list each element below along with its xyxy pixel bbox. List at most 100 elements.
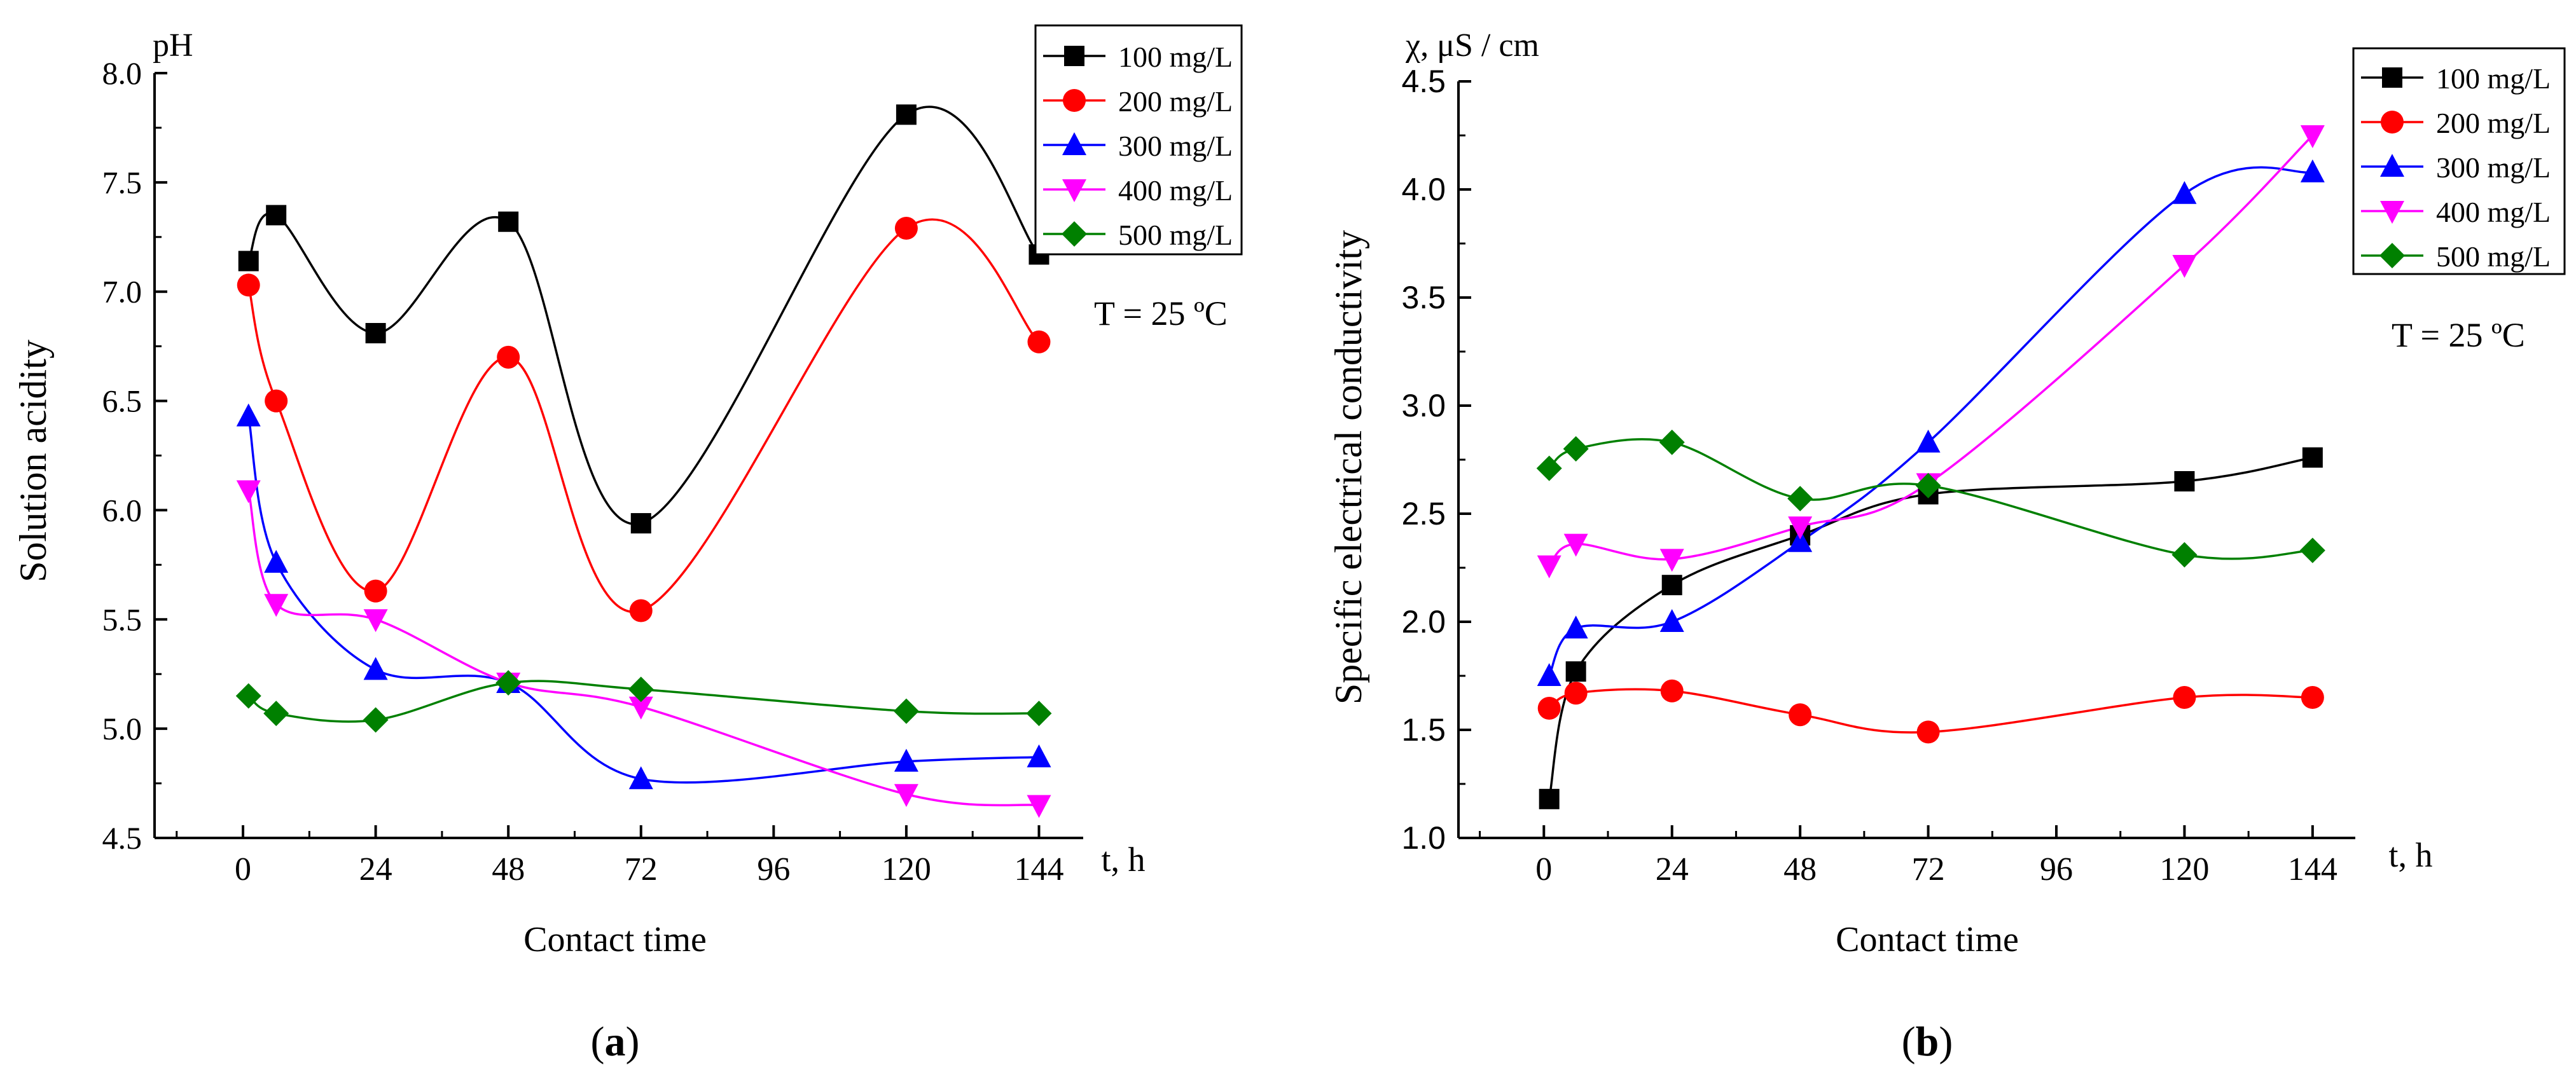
panel-b-point-100-mg-l-120h (2174, 471, 2195, 491)
panel-b-axes (1457, 81, 2355, 839)
panel-a-point-300-mg-l-144h (1027, 744, 1051, 767)
panel-b-x-tick-label: 144 (2288, 851, 2337, 888)
panel-a-point-500-mg-l-120h (893, 698, 919, 724)
panel-b-x-unit: t, h (2388, 836, 2432, 874)
panel-a-legend-label-400-mg-l: 400 mg/L (1118, 174, 1233, 207)
panel-b-point-500-mg-l-48h (1787, 486, 1813, 512)
panel-b-point-300-mg-l-1h (1537, 663, 1562, 686)
panel-b-x-tick-label: 0 (1535, 851, 1552, 888)
panel-a-point-500-mg-l-24h (363, 707, 389, 733)
panel-b-point-500-mg-l-144h (2299, 537, 2325, 563)
panel-a-y-label-top: pH (153, 27, 193, 64)
panel-b-point-400-mg-l-144h (2300, 125, 2325, 148)
panel-a-caption-letter: a (605, 1019, 626, 1065)
panel-b-point-200-mg-l-72h (1916, 720, 1940, 744)
panel-a-x-label: Contact time (523, 920, 707, 959)
panel-a-legend-label-300-mg-l: 300 mg/L (1118, 130, 1233, 162)
panel-a-point-500-mg-l-72h (628, 676, 654, 703)
panel-a-grid-ticks: 4.5 5.0 5.5 6.0 6.5 7.0 7.5 8.0 0 24 48 72 96 120 144 (102, 55, 1064, 888)
panel-b-x-tick-label: 96 (2040, 851, 2073, 888)
panel-b-y-tick-label: 4.5 (1401, 64, 1446, 99)
panel-a-legend-marker-300-mg-l (1062, 132, 1086, 155)
panel-b-legend-marker-400-mg-l (2380, 201, 2404, 224)
panel-b-x-tick-label: 48 (1783, 851, 1817, 888)
panel-a-x-tick-label: 144 (1014, 851, 1063, 888)
panel-a-legend: 100 mg/L 200 mg/L 300 mg/L 400 mg/L 500 mg/L (1034, 24, 1243, 256)
panel-a-point-200-mg-l-72h (629, 599, 653, 622)
panel-b-caption-open: ( (1902, 1019, 1916, 1065)
panel-b-y-tick-label: 3.5 (1401, 280, 1446, 315)
panel-b-legend-label-400-mg-l: 400 mg/L (2436, 196, 2551, 228)
panel-b-caption-letter: b (1916, 1019, 1939, 1065)
panel-a-y-tick-label: 5.5 (102, 601, 142, 637)
panel-b-point-100-mg-l-1h (1539, 788, 1560, 809)
panel-a-markers (235, 104, 1052, 818)
panel-b-point-200-mg-l-24h (1660, 679, 1684, 703)
panel-b-legend-marker-200-mg-l (2381, 111, 2404, 134)
panel-a-point-200-mg-l-24h (364, 579, 387, 603)
panel-b-point-500-mg-l-6h (1563, 436, 1589, 462)
panel-a: pH Solution acidity 4.5 5.0 5.5 6.0 6.5 7.0 7.… (12, 24, 1243, 1065)
panel-a-point-500-mg-l-1h (235, 683, 261, 709)
panel-a-legend-marker-500-mg-l (1062, 221, 1087, 247)
panel-a-y-label: Solution acidity (12, 340, 54, 582)
panel-a-x-unit: t, h (1101, 840, 1145, 879)
panel-b-y-tick-label: 3.0 (1401, 388, 1446, 423)
panel-a-point-200-mg-l-144h (1027, 330, 1051, 353)
panel-a-point-500-mg-l-48h (495, 669, 522, 696)
panel-a-point-200-mg-l-6h (265, 389, 288, 413)
panel-a-point-500-mg-l-6h (263, 701, 289, 727)
panel-b-y-tick-label: 4.0 (1401, 172, 1446, 207)
panel-b-point-400-mg-l-24h (1659, 549, 1684, 572)
panel-a-x-tick-label: 48 (492, 851, 525, 888)
panel-a-point-400-mg-l-6h (264, 594, 289, 617)
panel-b-markers (1536, 125, 2325, 809)
panel-b-point-400-mg-l-1h (1537, 555, 1562, 579)
panel-a-y-tick-label: 6.5 (102, 383, 142, 419)
panel-b-y-label-top: χ, μS / cm (1405, 27, 1539, 64)
panel-b-point-100-mg-l-6h (1565, 661, 1586, 682)
panel-b-annotation: T = 25 ºC (2392, 316, 2525, 354)
panel-b-x-tick-label: 72 (1912, 851, 1945, 888)
panel-a-point-400-mg-l-72h (628, 696, 653, 720)
panel-a-point-400-mg-l-144h (1027, 795, 1051, 818)
panel-a-legend-marker-200-mg-l (1063, 89, 1086, 112)
panel-a-point-300-mg-l-6h (264, 549, 289, 573)
panel-b-legend-label-500-mg-l: 500 mg/L (2436, 240, 2551, 273)
panel-b-y-tick-label: 1.5 (1401, 712, 1446, 748)
panel-b-legend-label-300-mg-l: 300 mg/L (2436, 151, 2551, 184)
panel-a-legend-marker-400-mg-l (1062, 179, 1086, 202)
panel-a-x-tick-label: 120 (882, 851, 931, 888)
panel-b-point-500-mg-l-72h (1915, 472, 1941, 498)
panel-b-legend-marker-100-mg-l (2382, 67, 2402, 88)
panel-b-legend-label-100-mg-l: 100 mg/L (2436, 62, 2551, 95)
panel-a-x-tick-label: 24 (359, 851, 392, 888)
panel-a-point-100-mg-l-72h (630, 513, 651, 534)
panel-b-point-400-mg-l-120h (2172, 255, 2197, 278)
panel-b-legend-marker-300-mg-l (2380, 154, 2404, 177)
panel-b-point-400-mg-l-6h (1563, 533, 1588, 557)
panel-a-point-400-mg-l-24h (363, 609, 388, 633)
panel-b-point-300-mg-l-120h (2172, 181, 2197, 204)
panel-a-point-300-mg-l-24h (363, 657, 388, 680)
panel-a-point-300-mg-l-120h (894, 748, 918, 772)
panel-a-point-100-mg-l-120h (896, 104, 917, 125)
panel-a-annotation: T = 25 ºC (1094, 294, 1228, 333)
panel-b-point-300-mg-l-48h (1788, 529, 1813, 552)
panel-a-point-400-mg-l-1h (236, 480, 261, 504)
panel-b-point-500-mg-l-24h (1659, 429, 1685, 455)
panel-a-point-100-mg-l-24h (365, 323, 386, 344)
panel-a-point-100-mg-l-1h (238, 250, 259, 271)
panel-a-point-200-mg-l-1h (237, 273, 260, 297)
panel-b-point-300-mg-l-72h (1916, 429, 1941, 453)
panel-a-point-100-mg-l-48h (498, 211, 519, 232)
panel-b-point-400-mg-l-48h (1788, 516, 1813, 540)
panel-b-point-200-mg-l-48h (1789, 703, 1812, 727)
panel-b-point-200-mg-l-144h (2301, 686, 2324, 709)
panel-b-point-200-mg-l-1h (1537, 697, 1561, 720)
panel-b-point-300-mg-l-24h (1659, 609, 1684, 632)
panel-b-legend-label-200-mg-l: 200 mg/L (2436, 107, 2551, 139)
panel-b-point-300-mg-l-6h (1563, 615, 1588, 639)
panel-a-point-100-mg-l-6h (266, 205, 287, 226)
